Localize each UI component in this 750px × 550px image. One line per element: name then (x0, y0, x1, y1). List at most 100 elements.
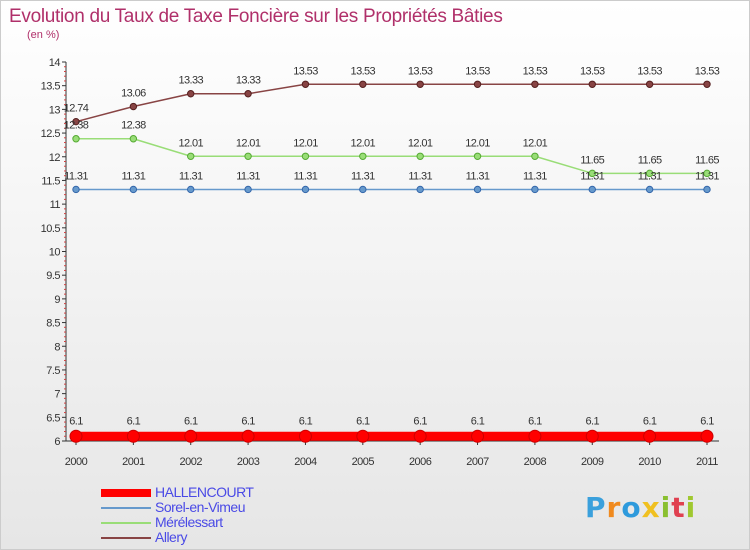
data-point (473, 185, 482, 194)
data-point (301, 80, 310, 88)
data-point (129, 102, 138, 111)
series-line-m-r-lessart (76, 137, 707, 175)
data-label: 6.1 (127, 415, 141, 427)
data-point (416, 152, 424, 160)
data-label: 11.31 (695, 170, 719, 182)
data-label: 11.31 (523, 170, 547, 182)
data-label: 6.1 (413, 415, 427, 427)
y-tick-label: 12.5 (41, 128, 61, 140)
data-label: 13.53 (695, 65, 720, 77)
data-point (187, 90, 195, 98)
data-point (703, 169, 711, 178)
data-label: 12.01 (465, 137, 490, 149)
data-label: 6.1 (700, 415, 714, 427)
y-tick-label: 8.5 (46, 318, 60, 330)
data-point (301, 185, 310, 194)
y-tick-label: 8 (54, 341, 60, 353)
data-label: 12.01 (408, 137, 433, 149)
data-point (187, 152, 195, 160)
data-label: 13.33 (178, 75, 203, 87)
data-point (184, 429, 198, 443)
data-point (531, 185, 539, 194)
axes: 6 6.5 7 7.5 8 8.5 9 9.5 10 10.5 11 11.5 12 12.5 13 13.5… (41, 57, 719, 468)
data-point (187, 185, 195, 194)
data-point (700, 429, 714, 443)
data-label: 12.01 (523, 137, 548, 149)
data-point (473, 152, 482, 160)
data-label: 11.65 (695, 154, 719, 166)
logo-letter: x (641, 491, 661, 524)
x-tick-label: 2003 (237, 456, 260, 468)
data-label: 11.31 (64, 170, 88, 182)
data-point (126, 429, 140, 443)
data-label: 12.38 (64, 120, 89, 132)
data-point (244, 90, 252, 98)
x-tick-label: 2006 (409, 456, 432, 468)
y-tick-label: 6 (54, 436, 60, 448)
logo-letter: r (606, 491, 622, 524)
data-label: 6.1 (643, 415, 657, 427)
logo-letter: t (671, 491, 686, 524)
data-label: 6.1 (69, 415, 83, 427)
data-point (531, 152, 539, 160)
data-point (129, 185, 138, 194)
x-tick-label: 2007 (466, 456, 489, 468)
data-point (359, 152, 367, 160)
proxiti-logo: Proxiti (585, 491, 696, 524)
data-label: 6.1 (299, 415, 313, 427)
data-point (471, 429, 485, 443)
data-label: 11.31 (351, 170, 375, 182)
x-tick-label: 2000 (65, 456, 88, 468)
data-label: 13.53 (580, 65, 605, 77)
data-label: 13.53 (408, 65, 433, 77)
data-label: 6.1 (471, 415, 485, 427)
x-tick-label: 2002 (179, 456, 202, 468)
y-tick-label: 13.5 (41, 81, 61, 93)
data-point (72, 135, 80, 143)
data-point (585, 429, 599, 443)
chart-subtitle: (en %) (27, 29, 60, 41)
y-tick-label: 7.5 (46, 365, 60, 377)
data-point (72, 117, 80, 126)
data-point (645, 185, 654, 194)
data-label: 11.31 (580, 170, 604, 182)
data-point (703, 80, 711, 88)
y-tick-label: 10.5 (41, 223, 61, 235)
y-tick-label: 9.5 (46, 270, 60, 282)
data-label: 6.1 (241, 415, 255, 427)
data-label: 13.53 (293, 65, 318, 77)
data-point (588, 185, 596, 194)
data-point (531, 80, 539, 88)
logo-letter: o (621, 491, 642, 524)
data-label: 11.31 (638, 170, 662, 182)
x-tick-label: 2009 (581, 456, 604, 468)
data-label: 6.1 (528, 415, 542, 427)
x-tick-label: 2004 (294, 456, 317, 468)
legend-swatch (101, 537, 151, 539)
data-label: 6.1 (356, 415, 370, 427)
x-tick-label: 2011 (696, 456, 718, 468)
data-point (359, 185, 367, 194)
legend-label: HALLENCOURT (155, 484, 254, 500)
y-tick-label: 7 (54, 389, 60, 401)
data-point (588, 169, 596, 178)
data-label: 6.1 (184, 415, 198, 427)
chart-title: Evolution du Taux de Taxe Foncière sur l… (9, 6, 503, 27)
data-point (473, 80, 482, 88)
legend-label: Sorel-en-Vimeu (155, 499, 246, 515)
data-label: 13.06 (121, 88, 146, 100)
logo-letter: i (660, 491, 672, 524)
data-label: 11.65 (580, 154, 604, 166)
y-tick-label: 11 (50, 199, 61, 211)
legend-label: Mérélessart (155, 514, 223, 530)
y-tick-label: 13 (49, 104, 61, 116)
y-tick-label: 6.5 (46, 412, 60, 424)
data-label: 11.31 (466, 170, 490, 182)
y-tick-label: 12 (49, 152, 61, 164)
data-label: 11.31 (179, 170, 203, 182)
data-point (241, 429, 255, 443)
x-tick-label: 2001 (122, 456, 145, 468)
data-point (416, 80, 424, 88)
data-point (359, 80, 367, 88)
